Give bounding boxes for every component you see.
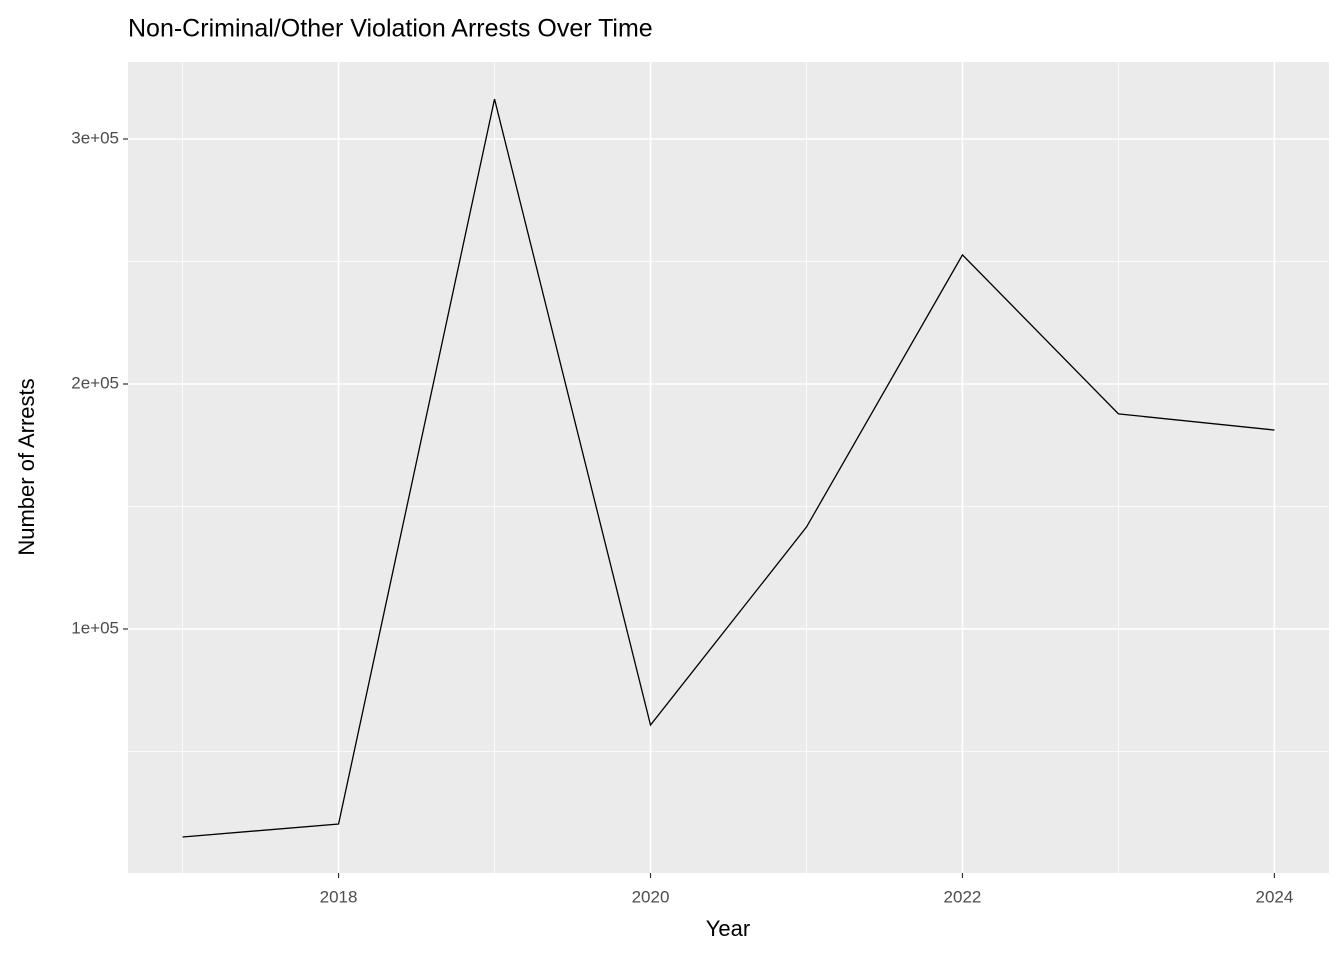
x-tick-label: 2020 [632,887,670,906]
panel [128,62,1329,873]
chart-title: Non-Criminal/Other Violation Arrests Ove… [128,15,653,43]
x-tick-label: 2024 [1255,887,1293,906]
x-axis-title: Year [706,916,750,941]
x-tick-label: 2022 [944,887,982,906]
x-tick-label: 2018 [320,887,358,906]
y-tick-label: 1e+05 [71,618,119,637]
y-axis-title: Number of Arrests [14,378,39,555]
y-tick-label: 3e+05 [71,128,119,147]
y-tick-label: 2e+05 [71,373,119,392]
line-series [182,98,1275,838]
